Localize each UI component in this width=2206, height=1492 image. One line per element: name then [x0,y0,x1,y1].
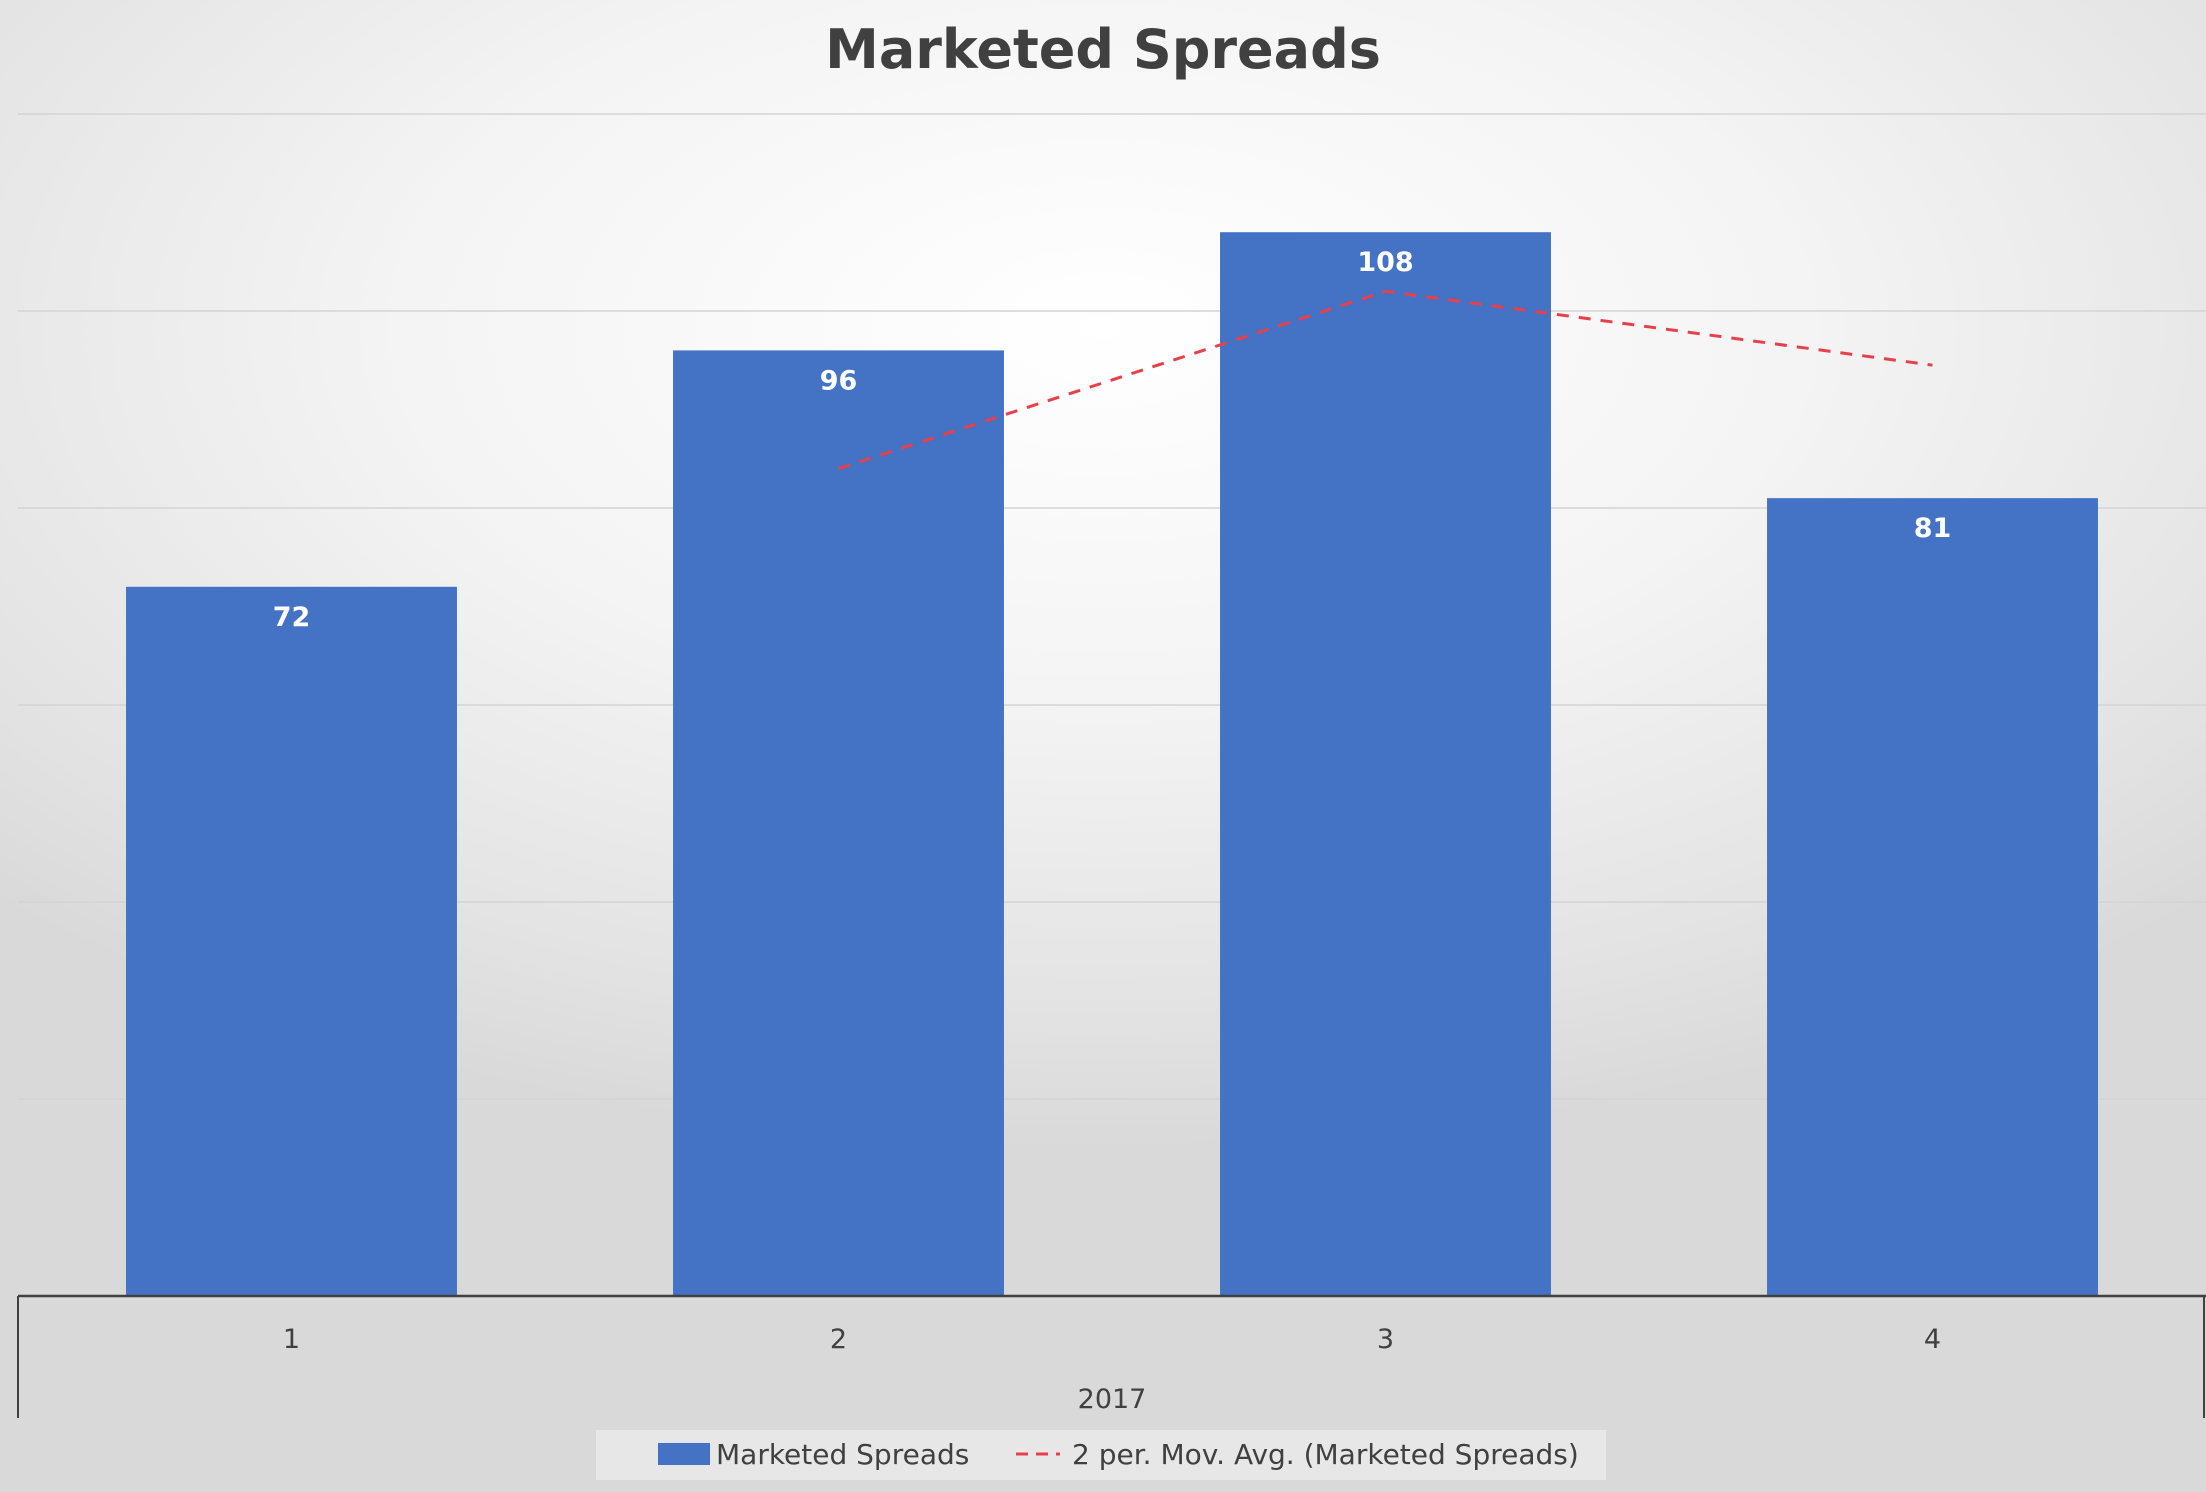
data-label: 81 [1914,513,1952,544]
bar [126,586,457,1296]
x-tick-label: 4 [1924,1324,1941,1355]
x-group-label: 2017 [1078,1384,1147,1415]
data-labels: 72 96 108 81 [273,247,1952,633]
legend-label-moving-average: 2 per. Mov. Avg. (Marketed Spreads) [1072,1438,1579,1471]
x-tick-label: 1 [283,1324,300,1355]
x-tick-label: 3 [1377,1324,1394,1355]
chart-title: Marketed Spreads [825,18,1381,81]
trendline [838,289,1933,471]
legend: Marketed Spreads 2 per. Mov. Avg. (Marke… [596,1430,1606,1480]
legend-swatch-marketed-spreads [658,1443,710,1465]
legend-background [596,1430,1606,1480]
data-label: 96 [820,365,858,396]
data-label: 108 [1357,247,1413,278]
legend-label-marketed-spreads: Marketed Spreads [716,1438,969,1471]
x-tick-label: 2 [830,1324,847,1355]
bar [1767,498,2098,1296]
data-label: 72 [273,602,311,633]
bars [126,232,2098,1297]
bar [1220,232,1551,1297]
bar [673,350,1004,1296]
x-axis: 1 2 3 4 2017 [17,1294,2206,1418]
moving-average-line [838,289,1933,471]
